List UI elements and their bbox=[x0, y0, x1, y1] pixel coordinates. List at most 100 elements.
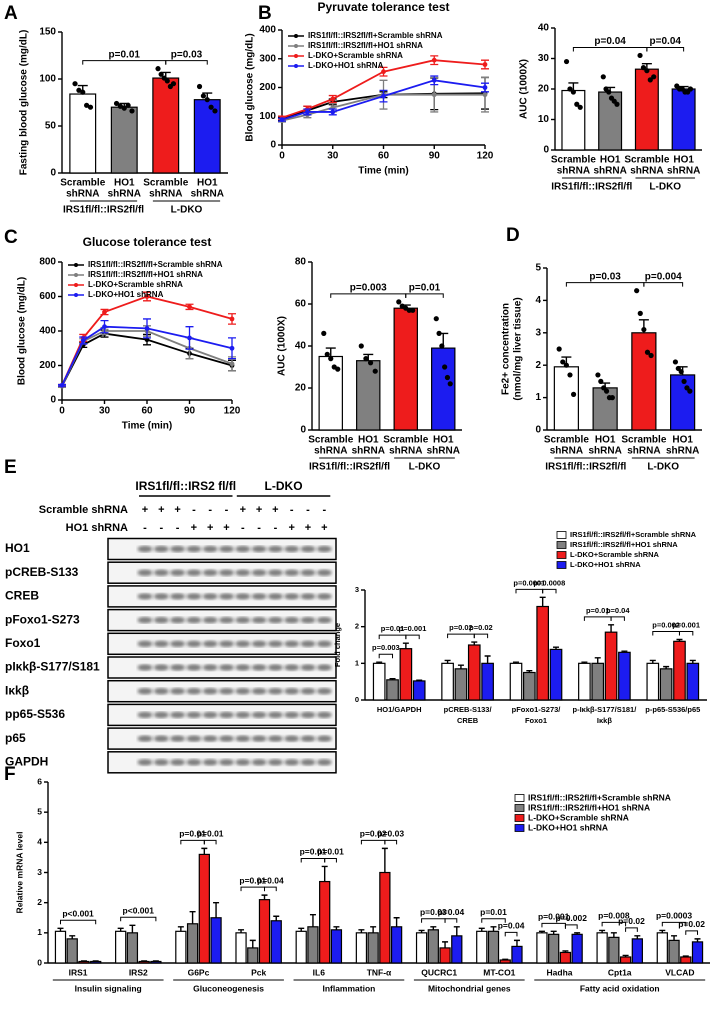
significance-bracket bbox=[652, 631, 680, 636]
data-point bbox=[556, 346, 562, 352]
band-label: HO1 bbox=[5, 541, 30, 555]
bar bbox=[110, 106, 138, 174]
bar bbox=[210, 917, 222, 964]
error-bar bbox=[442, 941, 449, 948]
bar bbox=[307, 926, 319, 964]
bar bbox=[511, 945, 523, 964]
sign: + bbox=[256, 504, 262, 516]
bar bbox=[186, 923, 199, 964]
blot-band bbox=[137, 735, 153, 742]
error-bar bbox=[333, 926, 340, 930]
panel-letter: A bbox=[4, 3, 18, 24]
data-point bbox=[637, 52, 643, 59]
bar bbox=[372, 662, 386, 701]
sign: + bbox=[240, 504, 246, 516]
p-value: p=0.01 bbox=[480, 907, 507, 917]
significance-bracket bbox=[661, 921, 687, 927]
error-bar bbox=[513, 939, 520, 947]
error-bar bbox=[594, 657, 601, 664]
data-point bbox=[436, 330, 442, 336]
p-value: p=0.001 bbox=[538, 912, 570, 922]
bar bbox=[451, 935, 463, 964]
blot-band bbox=[202, 593, 218, 600]
significance-bracket bbox=[515, 588, 544, 594]
y-axis-label: AUC (1000X) bbox=[277, 316, 288, 376]
x-tick-label: 90 bbox=[184, 406, 196, 417]
data-point bbox=[644, 68, 650, 74]
blot-band bbox=[170, 759, 186, 766]
legend-swatch bbox=[514, 814, 525, 822]
blot-band bbox=[153, 616, 169, 624]
x-tick-label: shRNA bbox=[627, 446, 660, 457]
blot-band bbox=[219, 759, 234, 766]
significance-bracket bbox=[421, 918, 446, 923]
data-point bbox=[600, 74, 606, 80]
error-bar bbox=[376, 661, 383, 664]
y-tick-label: 100 bbox=[259, 111, 276, 122]
marker bbox=[330, 109, 336, 115]
blot-band bbox=[170, 735, 186, 742]
data-point bbox=[574, 101, 580, 107]
bar bbox=[150, 960, 162, 964]
data-point bbox=[678, 369, 684, 375]
error-bar bbox=[57, 927, 64, 932]
y-tick-label: 2 bbox=[535, 360, 541, 371]
blot-band bbox=[267, 616, 283, 624]
sign: - bbox=[306, 504, 310, 516]
data-point bbox=[577, 104, 583, 110]
significance-bracket bbox=[678, 631, 694, 636]
sign: + bbox=[223, 522, 229, 534]
error-bar bbox=[370, 926, 377, 933]
blot-band bbox=[284, 759, 300, 766]
data-point bbox=[129, 108, 135, 114]
bar bbox=[571, 933, 583, 964]
blot-band bbox=[153, 759, 169, 766]
bar bbox=[198, 853, 210, 964]
legend-label: IRS1fl/fl::IRS2fl/fl+HO1 shRNA bbox=[528, 802, 650, 812]
marker bbox=[229, 361, 235, 367]
bar bbox=[393, 307, 418, 431]
y-tick-label: 60 bbox=[295, 299, 307, 310]
bar bbox=[509, 662, 523, 701]
bar bbox=[270, 920, 282, 964]
data-point bbox=[321, 330, 327, 336]
bar bbox=[152, 77, 180, 174]
blot-band bbox=[251, 545, 267, 553]
error-bar bbox=[393, 917, 400, 927]
blot-band bbox=[235, 640, 251, 647]
marker bbox=[187, 304, 192, 310]
x-tick-label: Scramble bbox=[308, 435, 353, 446]
x-tick-label: HO1 bbox=[600, 155, 621, 166]
p-value: p=0.03 bbox=[377, 829, 404, 839]
error-bar bbox=[682, 955, 689, 957]
y-tick-label: 1 bbox=[535, 392, 541, 403]
legend-label: L-DKO+HO1 shRNA bbox=[88, 290, 164, 299]
legend-label: IRS1fl/fl::IRS2fl/fl+Scramble shRNA bbox=[570, 530, 697, 539]
blot-band bbox=[170, 569, 186, 576]
y-tick-label: 3 bbox=[355, 585, 359, 594]
y-tick-label: 30 bbox=[538, 53, 550, 64]
data-point bbox=[442, 364, 448, 370]
data-point bbox=[603, 388, 610, 394]
marker bbox=[431, 57, 437, 63]
p-value: p<0.001 bbox=[62, 909, 94, 919]
bar bbox=[656, 932, 668, 964]
blot-band bbox=[186, 711, 202, 719]
blot-band bbox=[316, 688, 332, 695]
data-point bbox=[634, 288, 640, 294]
blot-band bbox=[316, 664, 332, 671]
sign: + bbox=[207, 522, 213, 534]
significance-bracket bbox=[610, 616, 625, 621]
error-bar bbox=[381, 847, 388, 873]
significance-bracket bbox=[542, 588, 557, 594]
bar bbox=[441, 662, 454, 701]
legend-swatch bbox=[556, 561, 567, 569]
legend-swatch bbox=[514, 804, 525, 812]
error-bar bbox=[659, 929, 666, 933]
p-value: p=0.04 bbox=[257, 875, 284, 885]
y-tick-label: 5 bbox=[535, 263, 541, 274]
x-tick-label: shRNA bbox=[588, 446, 621, 457]
bar bbox=[330, 929, 343, 964]
error-bar bbox=[490, 926, 497, 932]
y-tick-label: 1 bbox=[37, 927, 42, 937]
